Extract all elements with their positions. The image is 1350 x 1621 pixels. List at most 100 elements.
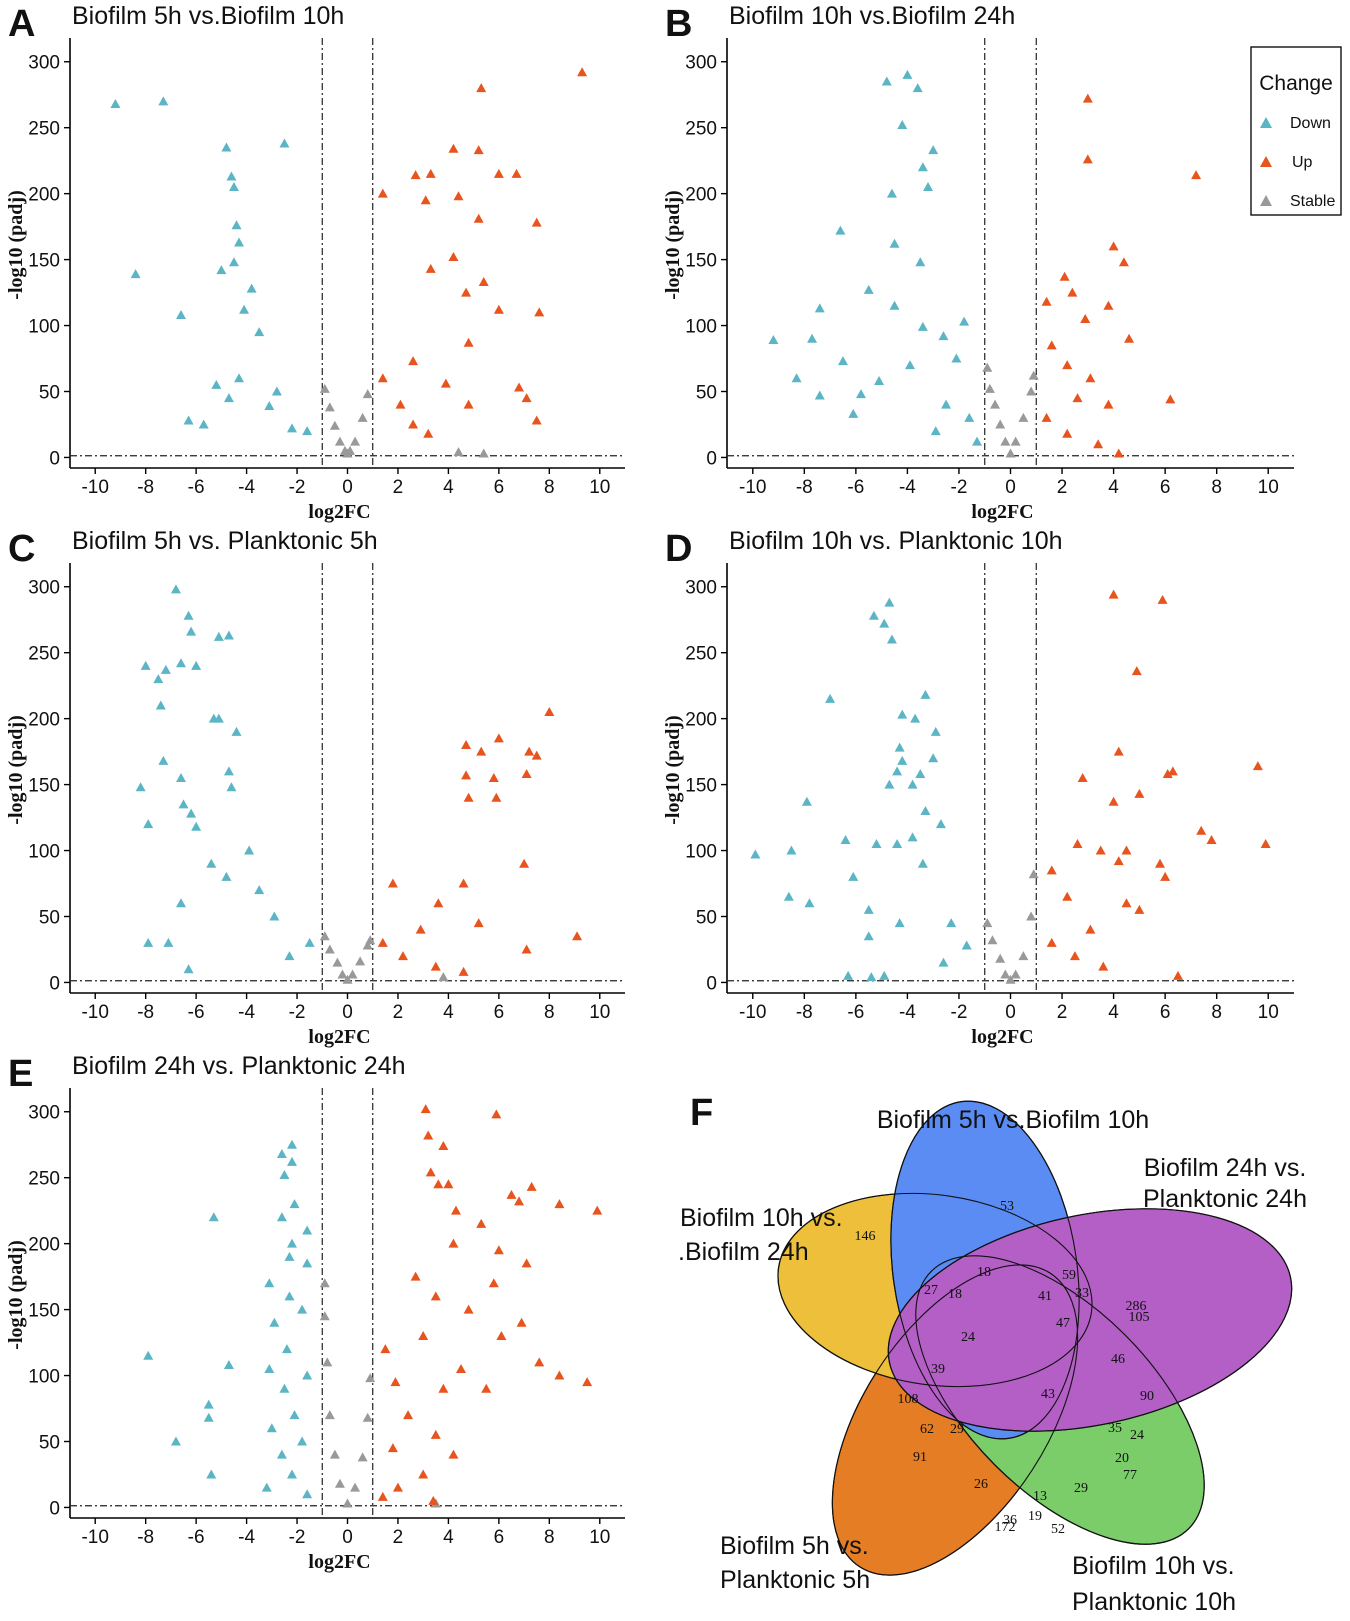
point-down xyxy=(804,898,815,908)
point-stable xyxy=(1005,974,1016,984)
x-tick-label: 0 xyxy=(342,1002,353,1023)
point-up xyxy=(493,168,504,178)
point-up xyxy=(1196,825,1207,835)
point-up xyxy=(493,733,504,743)
point-up xyxy=(425,1167,436,1177)
x-tick-label: -8 xyxy=(137,1527,154,1548)
point-up xyxy=(496,1330,507,1340)
point-down xyxy=(226,782,237,792)
venn-region-count: 108 xyxy=(898,1392,919,1407)
x-tick-label: -4 xyxy=(899,477,916,498)
point-stable xyxy=(453,447,464,457)
x-tick-label: -10 xyxy=(81,1527,108,1548)
point-down xyxy=(874,375,885,385)
point-up xyxy=(395,399,406,409)
y-tick-label: 250 xyxy=(685,119,717,140)
point-up xyxy=(476,746,487,756)
x-tick-label: 2 xyxy=(393,1527,404,1548)
point-up xyxy=(1113,856,1124,866)
point-down xyxy=(289,1199,300,1209)
y-tick-label: 250 xyxy=(28,119,60,140)
point-up xyxy=(1080,313,1091,323)
venn-ellipse-10h-vs-24h-outline xyxy=(777,1192,1093,1388)
y-axis-title: -log10 (padj) xyxy=(5,715,27,824)
point-up xyxy=(1072,838,1083,848)
x-tick-label: 10 xyxy=(589,477,610,498)
venn-label-5h-vs-10h: Biofilm 5h vs.Biofilm 10h xyxy=(877,1106,1149,1134)
point-down xyxy=(835,225,846,235)
point-down xyxy=(216,265,227,275)
point-down xyxy=(284,1291,295,1301)
point-down xyxy=(884,597,895,607)
point-down xyxy=(213,713,224,723)
point-down xyxy=(892,766,903,776)
point-down xyxy=(814,303,825,313)
y-tick-label: 150 xyxy=(685,776,717,797)
point-up xyxy=(463,399,474,409)
point-down xyxy=(843,970,854,980)
point-down xyxy=(234,237,245,247)
point-stable xyxy=(355,956,366,966)
x-tick-label: 6 xyxy=(494,477,505,498)
point-down xyxy=(907,779,918,789)
point-down xyxy=(964,412,975,422)
point-up xyxy=(1108,241,1119,251)
point-up xyxy=(448,143,459,153)
point-up xyxy=(1191,170,1202,180)
venn-ellipse-5h-vs-10h-outline xyxy=(890,1100,1080,1440)
y-tick-label: 50 xyxy=(39,382,60,403)
venn-label-10h-vs-24h-line2: .Biofilm 24h xyxy=(678,1238,809,1266)
point-up xyxy=(425,168,436,178)
x-axis-title: log2FC xyxy=(308,501,370,523)
x-tick-label: -10 xyxy=(739,477,766,498)
point-down xyxy=(203,1412,214,1422)
venn-region-count: 33 xyxy=(1075,1286,1089,1301)
point-down xyxy=(221,871,232,881)
point-down xyxy=(938,331,949,341)
point-up xyxy=(524,746,535,756)
point-up xyxy=(1077,773,1088,782)
venn-label-24h-vs-planktonic-24h-line1: Biofilm 24h vs. xyxy=(1144,1154,1307,1182)
panel-letter: D xyxy=(665,528,692,570)
point-up xyxy=(1041,412,1052,422)
point-down xyxy=(302,426,313,436)
point-up xyxy=(1121,898,1132,908)
point-up xyxy=(1046,340,1057,350)
point-down xyxy=(959,316,970,326)
venn-region-count: 62 xyxy=(920,1422,934,1437)
point-stable xyxy=(319,1278,330,1288)
panel-letter: B xyxy=(665,3,692,45)
x-tick-label: 4 xyxy=(443,477,454,498)
point-up xyxy=(420,1104,431,1114)
point-down xyxy=(881,76,892,86)
point-up xyxy=(387,1443,398,1453)
venn-region-count: 29 xyxy=(950,1422,964,1437)
point-down xyxy=(897,755,908,765)
point-up xyxy=(473,918,484,928)
point-stable xyxy=(478,448,489,458)
point-stable xyxy=(984,383,995,393)
venn-region-count: 18 xyxy=(948,1287,962,1302)
point-up xyxy=(521,769,532,779)
point-stable xyxy=(345,445,356,455)
y-tick-label: 200 xyxy=(28,185,60,206)
point-up xyxy=(1085,373,1096,383)
point-stable xyxy=(1005,448,1016,458)
point-down xyxy=(938,957,949,967)
point-stable xyxy=(332,957,343,967)
point-down xyxy=(140,660,151,670)
venn-region-count: 105 xyxy=(1129,1310,1150,1325)
point-stable xyxy=(365,1373,376,1383)
x-tick-label: -6 xyxy=(188,477,205,498)
panel-letter: C xyxy=(8,528,35,570)
venn-region-count: 77 xyxy=(1123,1468,1137,1483)
point-down xyxy=(246,283,257,293)
point-up xyxy=(461,740,472,750)
point-up xyxy=(1093,439,1104,449)
point-up xyxy=(481,1383,492,1393)
point-up xyxy=(1121,845,1132,855)
point-down xyxy=(266,1423,277,1433)
y-tick-label: 300 xyxy=(28,1103,60,1124)
point-down xyxy=(228,182,239,192)
point-down xyxy=(269,1317,280,1327)
